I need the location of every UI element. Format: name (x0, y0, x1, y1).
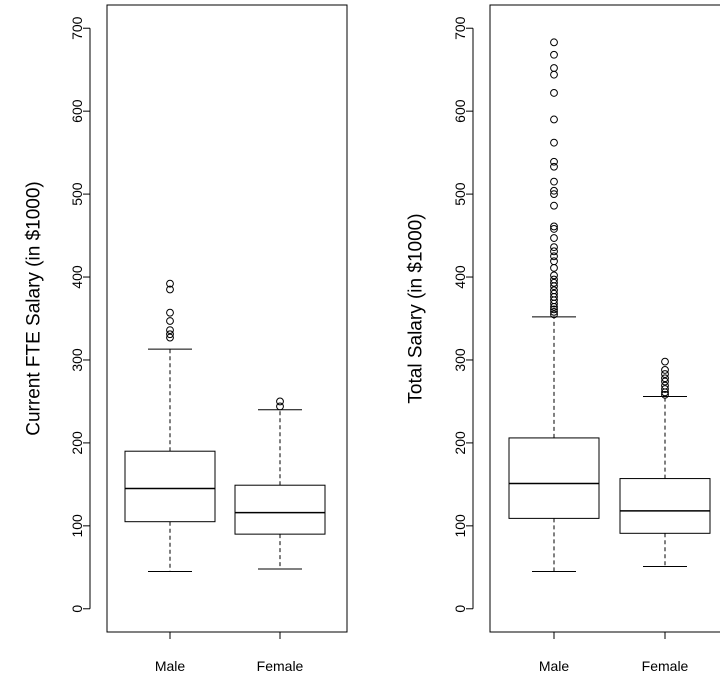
outlier-point (550, 177, 558, 186)
outlier-point (550, 225, 558, 233)
y-axis-title: Total Salary (in $1000) (406, 213, 427, 403)
outlier-point (661, 381, 669, 390)
y-tick-label: 600 (452, 99, 468, 123)
y-tick-label: 600 (69, 99, 85, 123)
box-female (234, 397, 326, 570)
y-tick-label: 0 (69, 605, 85, 613)
y-axis-title: Current FTE Salary (in $1000) (24, 181, 45, 436)
outlier-point (661, 374, 669, 383)
outlier-point (550, 234, 558, 242)
outlier-point (550, 190, 558, 198)
y-tick-label: 500 (452, 182, 468, 206)
box-male (124, 279, 216, 572)
outlier-point (661, 366, 669, 374)
box-male (508, 38, 600, 572)
y-tick-label: 0 (452, 605, 468, 613)
outlier-point (550, 310, 558, 319)
outlier-point (550, 89, 558, 97)
y-tick-label: 300 (69, 348, 85, 372)
y-tick-label: 100 (69, 514, 85, 538)
outlier-point (550, 271, 558, 280)
plot-frame (106, 4, 348, 633)
y-tick-label: 200 (452, 431, 468, 455)
outlier-point (550, 307, 558, 316)
outlier-point (166, 333, 174, 342)
chart-panel-2: 0 100 200 300 400 500 600 700 Total Salary (in $… (406, 4, 720, 674)
outlier-point (550, 305, 558, 314)
x-category-label: Male (155, 658, 186, 674)
y-axis: 0 100 200 300 400 500 600 700 (69, 16, 91, 613)
y-tick-label: 400 (452, 265, 468, 289)
outlier-point (550, 64, 558, 72)
outlier-point (550, 201, 558, 210)
outlier-point (550, 275, 558, 284)
y-tick-label: 200 (69, 431, 85, 455)
y-tick-label: 400 (69, 265, 85, 289)
iqr-box (619, 478, 711, 534)
iqr-box (234, 484, 326, 535)
plot-frame (489, 4, 720, 633)
outlier-point (661, 385, 669, 393)
iqr-box (124, 450, 216, 523)
outlier-point (550, 115, 558, 124)
outlier-point (550, 257, 558, 266)
outlier-point (166, 330, 174, 339)
outlier-point (550, 243, 558, 252)
outlier-point (550, 264, 558, 272)
outlier-point (550, 162, 558, 171)
y-tick-label: 700 (452, 16, 468, 40)
outlier-point (550, 38, 558, 47)
outlier-point (276, 397, 284, 406)
outlier-point (550, 278, 558, 287)
outlier-point (166, 308, 174, 317)
outlier-point (550, 252, 558, 261)
outlier-point (166, 279, 174, 288)
box-female (619, 357, 711, 567)
x-axis: Male Female (539, 632, 689, 674)
y-axis: 0 100 200 300 400 500 600 700 (452, 16, 474, 613)
outlier-point (550, 157, 558, 166)
outlier-point (276, 402, 284, 411)
x-category-label: Female (257, 658, 304, 674)
outlier-point (550, 289, 558, 298)
outlier-point (661, 390, 669, 399)
chart-panel-1: 0 100 200 300 400 500 600 700 Current FTE Salary… (24, 4, 348, 674)
outlier-point (550, 222, 558, 231)
x-category-label: Male (539, 658, 570, 674)
outlier-point (166, 285, 174, 294)
x-category-label: Female (642, 658, 689, 674)
iqr-box (508, 437, 600, 519)
y-tick-label: 700 (69, 16, 85, 40)
outlier-point (661, 370, 669, 378)
y-tick-label: 100 (452, 514, 468, 538)
outlier-point (550, 138, 558, 147)
outlier-point (550, 186, 558, 195)
outlier-point (550, 247, 558, 256)
outlier-point (661, 357, 669, 366)
outlier-point (166, 317, 174, 325)
outlier-point (166, 326, 174, 335)
x-axis: Male Female (155, 632, 304, 674)
outlier-point (550, 286, 558, 295)
y-tick-label: 500 (69, 182, 85, 206)
outlier-point (550, 50, 558, 59)
outlier-point (661, 377, 669, 386)
y-tick-label: 300 (452, 348, 468, 372)
outlier-point (550, 70, 558, 79)
